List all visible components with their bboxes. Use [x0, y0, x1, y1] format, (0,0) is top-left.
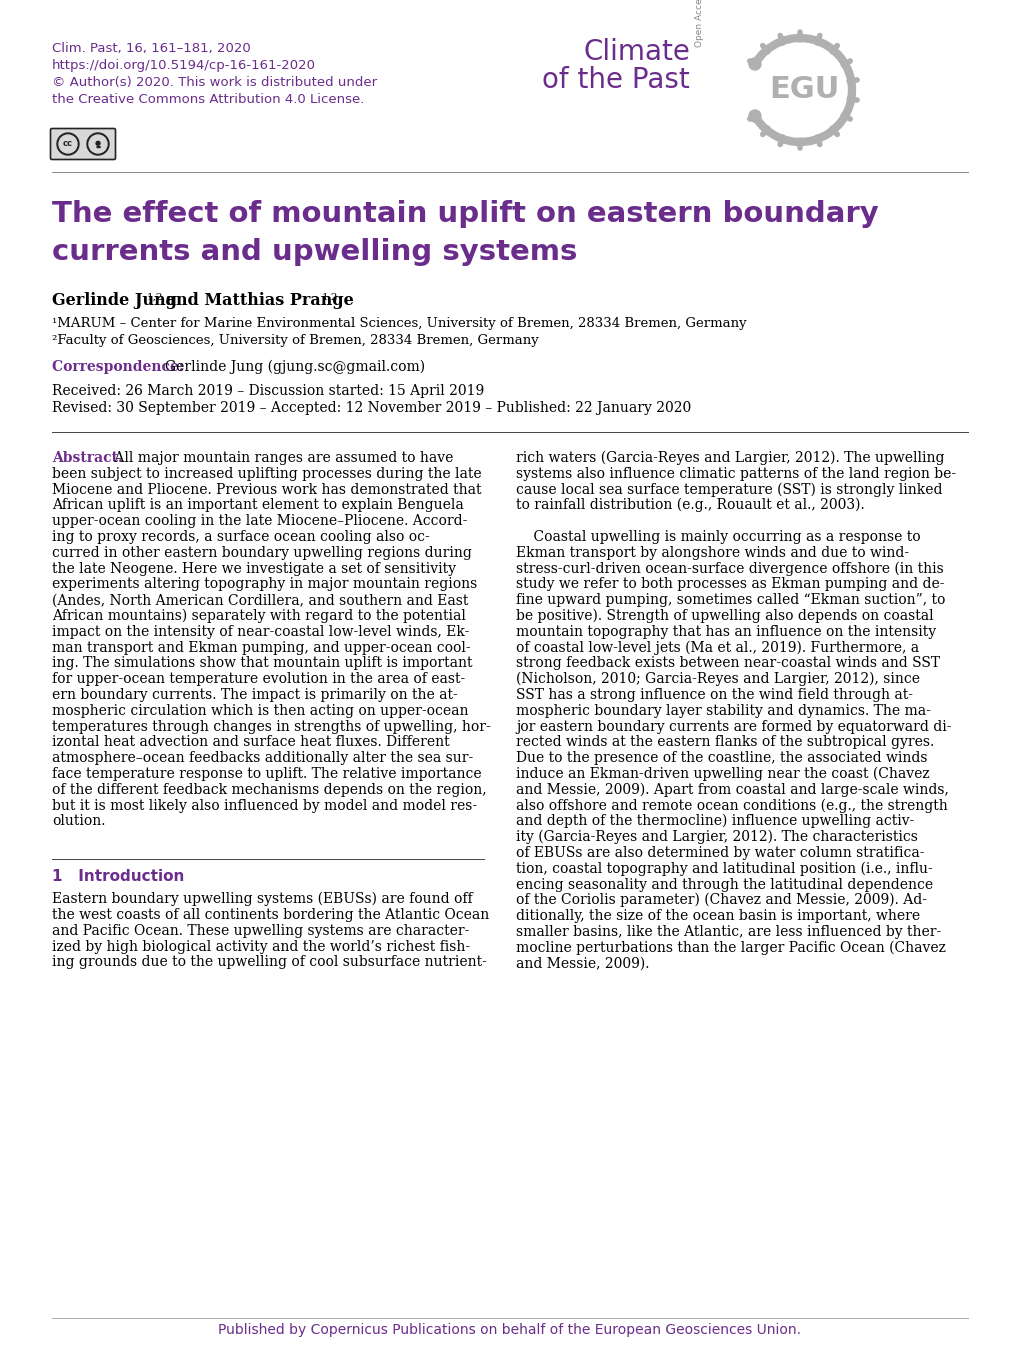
Text: been subject to increased uplifting processes during the late: been subject to increased uplifting proc…	[52, 467, 481, 480]
Text: also offshore and remote ocean conditions (e.g., the strength: also offshore and remote ocean condition…	[516, 798, 947, 812]
Text: systems also influence climatic patterns of the land region be-: systems also influence climatic patterns…	[516, 467, 955, 480]
Text: Due to the presence of the coastline, the associated winds: Due to the presence of the coastline, th…	[516, 752, 926, 765]
Circle shape	[748, 110, 760, 122]
Text: experiments altering topography in major mountain regions: experiments altering topography in major…	[52, 577, 477, 592]
Text: mountain topography that has an influence on the intensity: mountain topography that has an influenc…	[516, 625, 935, 639]
Text: izontal heat advection and surface heat fluxes. Different: izontal heat advection and surface heat …	[52, 736, 449, 749]
Text: © Author(s) 2020. This work is distributed under: © Author(s) 2020. This work is distribut…	[52, 77, 377, 89]
Text: and depth of the thermocline) influence upwelling activ-: and depth of the thermocline) influence …	[516, 814, 913, 829]
Text: Eastern boundary upwelling systems (EBUSs) are found off: Eastern boundary upwelling systems (EBUS…	[52, 892, 472, 907]
Text: ing. The simulations show that mountain uplift is important: ing. The simulations show that mountain …	[52, 656, 472, 670]
Text: Gerlinde Jung: Gerlinde Jung	[52, 292, 177, 309]
Text: face temperature response to uplift. The relative importance: face temperature response to uplift. The…	[52, 767, 481, 781]
Text: atmosphere–ocean feedbacks additionally alter the sea sur-: atmosphere–ocean feedbacks additionally …	[52, 752, 473, 765]
Text: and Messie, 2009).: and Messie, 2009).	[516, 956, 649, 971]
Text: Received: 26 March 2019 – Discussion started: 15 April 2019: Received: 26 March 2019 – Discussion sta…	[52, 385, 484, 398]
Text: the Creative Commons Attribution 4.0 License.: the Creative Commons Attribution 4.0 Lic…	[52, 93, 364, 106]
Text: Published by Copernicus Publications on behalf of the European Geosciences Union: Published by Copernicus Publications on …	[218, 1323, 801, 1337]
Text: the late Neogene. Here we investigate a set of sensitivity: the late Neogene. Here we investigate a …	[52, 562, 455, 576]
Text: cc: cc	[63, 140, 73, 148]
Text: Gerlinde Jung (gjung.sc@gmail.com): Gerlinde Jung (gjung.sc@gmail.com)	[165, 359, 425, 374]
Text: mocline perturbations than the larger Pacific Ocean (Chavez: mocline perturbations than the larger Pa…	[516, 940, 945, 955]
Text: induce an Ekman-driven upwelling near the coast (Chavez: induce an Ekman-driven upwelling near th…	[516, 767, 928, 781]
Text: cause local sea surface temperature (SST) is strongly linked: cause local sea surface temperature (SST…	[516, 483, 942, 496]
Text: 1   Introduction: 1 Introduction	[52, 869, 184, 884]
Text: The effect of mountain uplift on eastern boundary: The effect of mountain uplift on eastern…	[52, 200, 878, 229]
Text: of the different feedback mechanisms depends on the region,: of the different feedback mechanisms dep…	[52, 783, 486, 796]
Circle shape	[748, 58, 760, 70]
Text: rected winds at the eastern flanks of the subtropical gyres.: rected winds at the eastern flanks of th…	[516, 736, 933, 749]
Text: and Matthias Prange: and Matthias Prange	[160, 292, 354, 309]
Text: ●: ●	[95, 140, 101, 147]
Text: 1,2: 1,2	[147, 293, 163, 303]
Text: curred in other eastern boundary upwelling regions during: curred in other eastern boundary upwelli…	[52, 546, 472, 560]
Text: ing grounds due to the upwelling of cool subsurface nutrient-: ing grounds due to the upwelling of cool…	[52, 955, 486, 970]
Text: EGU: EGU	[768, 75, 839, 105]
Text: ▬: ▬	[96, 144, 101, 149]
Text: to rainfall distribution (e.g., Rouault et al., 2003).: to rainfall distribution (e.g., Rouault …	[516, 498, 864, 512]
Text: mospheric circulation which is then acting on upper-ocean: mospheric circulation which is then acti…	[52, 703, 468, 718]
Text: the west coasts of all continents bordering the Atlantic Ocean: the west coasts of all continents border…	[52, 908, 489, 923]
Text: smaller basins, like the Atlantic, are less influenced by ther-: smaller basins, like the Atlantic, are l…	[516, 925, 941, 939]
Text: African mountains) separately with regard to the potential: African mountains) separately with regar…	[52, 608, 466, 623]
Text: olution.: olution.	[52, 815, 105, 829]
Text: of the Coriolis parameter) (Chavez and Messie, 2009). Ad-: of the Coriolis parameter) (Chavez and M…	[516, 893, 926, 908]
Text: man transport and Ekman pumping, and upper-ocean cool-: man transport and Ekman pumping, and upp…	[52, 640, 470, 655]
Text: ¹MARUM – Center for Marine Environmental Sciences, University of Bremen, 28334 B: ¹MARUM – Center for Marine Environmental…	[52, 317, 746, 330]
Text: stress-curl-driven ocean-surface divergence offshore (in this: stress-curl-driven ocean-surface diverge…	[516, 561, 943, 576]
Text: tion, coastal topography and latitudinal position (i.e., influ-: tion, coastal topography and latitudinal…	[516, 861, 931, 876]
Text: Abstract.: Abstract.	[52, 451, 122, 465]
Text: Correspondence:: Correspondence:	[52, 360, 189, 374]
Text: Ekman transport by alongshore winds and due to wind-: Ekman transport by alongshore winds and …	[516, 546, 908, 560]
Text: All major mountain ranges are assumed to have: All major mountain ranges are assumed to…	[110, 451, 452, 465]
Text: ity (Garcia-Reyes and Largier, 2012). The characteristics: ity (Garcia-Reyes and Largier, 2012). Th…	[516, 830, 917, 845]
Text: temperatures through changes in strengths of upwelling, hor-: temperatures through changes in strength…	[52, 720, 490, 733]
Text: and Pacific Ocean. These upwelling systems are character-: and Pacific Ocean. These upwelling syste…	[52, 924, 469, 937]
Text: rich waters (Garcia-Reyes and Largier, 2012). The upwelling: rich waters (Garcia-Reyes and Largier, 2…	[516, 451, 944, 465]
Circle shape	[87, 133, 109, 155]
Text: 1,2: 1,2	[322, 293, 338, 303]
Text: Open Access: Open Access	[695, 0, 704, 47]
Text: Climate: Climate	[583, 38, 689, 66]
Text: and Messie, 2009). Apart from coastal and large-scale winds,: and Messie, 2009). Apart from coastal an…	[516, 783, 948, 796]
Text: (Andes, North American Cordillera, and southern and East: (Andes, North American Cordillera, and s…	[52, 593, 468, 607]
Text: study we refer to both processes as Ekman pumping and de-: study we refer to both processes as Ekma…	[516, 577, 944, 592]
FancyBboxPatch shape	[51, 129, 115, 160]
Text: of coastal low-level jets (Ma et al., 2019). Furthermore, a: of coastal low-level jets (Ma et al., 20…	[516, 640, 918, 655]
Text: Miocene and Pliocene. Previous work has demonstrated that: Miocene and Pliocene. Previous work has …	[52, 483, 481, 496]
Text: impact on the intensity of near-coastal low-level winds, Ek-: impact on the intensity of near-coastal …	[52, 625, 469, 639]
Text: mospheric boundary layer stability and dynamics. The ma-: mospheric boundary layer stability and d…	[516, 703, 930, 718]
Text: ditionally, the size of the ocean basin is important, where: ditionally, the size of the ocean basin …	[516, 909, 919, 923]
Text: African uplift is an important element to explain Benguela: African uplift is an important element t…	[52, 499, 464, 512]
Circle shape	[59, 134, 76, 153]
Circle shape	[89, 134, 107, 153]
Text: ing to proxy records, a surface ocean cooling also oc-: ing to proxy records, a surface ocean co…	[52, 530, 429, 543]
Text: SST has a strong influence on the wind field through at-: SST has a strong influence on the wind f…	[516, 689, 912, 702]
Text: encing seasonality and through the latitudinal dependence: encing seasonality and through the latit…	[516, 877, 932, 892]
Text: currents and upwelling systems: currents and upwelling systems	[52, 238, 577, 266]
Text: Revised: 30 September 2019 – Accepted: 12 November 2019 – Published: 22 January : Revised: 30 September 2019 – Accepted: 1…	[52, 401, 691, 416]
Text: (Nicholson, 2010; Garcia-Reyes and Largier, 2012), since: (Nicholson, 2010; Garcia-Reyes and Largi…	[516, 671, 919, 686]
Circle shape	[57, 133, 78, 155]
Text: upper-ocean cooling in the late Miocene–Pliocene. Accord-: upper-ocean cooling in the late Miocene–…	[52, 514, 467, 529]
Text: Coastal upwelling is mainly occurring as a response to: Coastal upwelling is mainly occurring as…	[516, 530, 920, 543]
Text: of the Past: of the Past	[542, 66, 689, 94]
Text: strong feedback exists between near-coastal winds and SST: strong feedback exists between near-coas…	[516, 656, 940, 670]
Text: but it is most likely also influenced by model and model res-: but it is most likely also influenced by…	[52, 799, 477, 812]
Text: be positive). Strength of upwelling also depends on coastal: be positive). Strength of upwelling also…	[516, 608, 932, 623]
Text: of EBUSs are also determined by water column stratifica-: of EBUSs are also determined by water co…	[516, 846, 923, 859]
Text: fine upward pumping, sometimes called “Ekman suction”, to: fine upward pumping, sometimes called “E…	[516, 593, 945, 607]
Text: https://doi.org/10.5194/cp-16-161-2020: https://doi.org/10.5194/cp-16-161-2020	[52, 59, 316, 73]
Text: ern boundary currents. The impact is primarily on the at-: ern boundary currents. The impact is pri…	[52, 689, 458, 702]
Text: for upper-ocean temperature evolution in the area of east-: for upper-ocean temperature evolution in…	[52, 672, 465, 686]
Text: jor eastern boundary currents are formed by equatorward di-: jor eastern boundary currents are formed…	[516, 720, 951, 733]
Text: Clim. Past, 16, 161–181, 2020: Clim. Past, 16, 161–181, 2020	[52, 42, 251, 55]
Text: ized by high biological activity and the world’s richest fish-: ized by high biological activity and the…	[52, 940, 470, 954]
Text: ²Faculty of Geosciences, University of Bremen, 28334 Bremen, Germany: ²Faculty of Geosciences, University of B…	[52, 334, 538, 347]
